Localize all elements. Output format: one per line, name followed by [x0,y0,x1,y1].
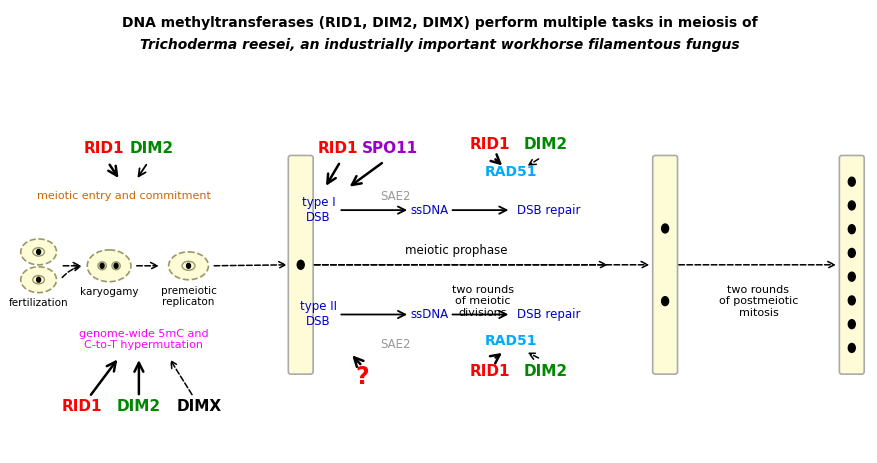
Text: type II
DSB: type II DSB [300,300,337,329]
FancyBboxPatch shape [652,156,678,374]
Text: RID1: RID1 [469,363,510,379]
Ellipse shape [114,263,118,268]
Ellipse shape [37,250,40,254]
Ellipse shape [168,252,209,280]
Text: RAD51: RAD51 [485,165,538,179]
Text: DSB repair: DSB repair [517,204,581,217]
Text: premeiotic
replicaton: premeiotic replicaton [160,286,217,307]
Text: DIM2: DIM2 [130,141,174,156]
Ellipse shape [21,239,56,265]
Text: meiotic entry and commitment: meiotic entry and commitment [37,191,211,201]
Text: genome-wide 5mC and
C-to-T hypermutation: genome-wide 5mC and C-to-T hypermutation [79,329,209,350]
Text: RID1: RID1 [84,141,125,156]
Ellipse shape [848,344,855,352]
Ellipse shape [848,296,855,305]
Ellipse shape [848,225,855,234]
Ellipse shape [848,272,855,281]
Text: meiotic prophase: meiotic prophase [405,244,508,257]
Text: DIMX: DIMX [177,400,222,414]
Text: DIM2: DIM2 [524,363,568,379]
Ellipse shape [661,224,668,233]
Text: type I
DSB: type I DSB [302,196,335,224]
Text: ?: ? [355,365,369,389]
Ellipse shape [848,319,855,329]
Ellipse shape [848,201,855,210]
Ellipse shape [100,263,104,268]
Ellipse shape [37,277,40,282]
Text: DNA methyltransferases (RID1, DIM2, DIMX) perform multiple tasks in meiosis of: DNA methyltransferases (RID1, DIM2, DIMX… [122,16,758,30]
Ellipse shape [21,267,56,293]
Text: SAE2: SAE2 [380,190,410,203]
Text: RID1: RID1 [317,141,358,156]
Text: DSB repair: DSB repair [517,308,581,321]
Text: ssDNA: ssDNA [410,308,449,321]
Ellipse shape [87,250,131,282]
Ellipse shape [187,263,190,268]
FancyBboxPatch shape [839,156,864,374]
Text: ssDNA: ssDNA [410,204,449,217]
Text: DIM2: DIM2 [117,400,161,414]
Ellipse shape [848,177,855,186]
Text: SPO11: SPO11 [362,141,418,156]
Text: DIM2: DIM2 [524,137,568,152]
Text: RID1: RID1 [62,400,103,414]
Text: RAD51: RAD51 [485,334,538,348]
Text: two rounds
of postmeiotic
mitosis: two rounds of postmeiotic mitosis [719,285,798,318]
Text: SAE2: SAE2 [380,338,410,351]
Text: karyogamy: karyogamy [80,287,139,297]
Ellipse shape [848,249,855,257]
FancyBboxPatch shape [289,156,313,374]
Text: two rounds
of meiotic
divisions: two rounds of meiotic divisions [452,285,514,318]
Text: RID1: RID1 [469,137,510,152]
Ellipse shape [661,297,668,306]
Text: fertilization: fertilization [9,298,68,307]
Text: Trichoderma reesei, an industrially important workhorse filamentous fungus: Trichoderma reesei, an industrially impo… [140,38,739,52]
Ellipse shape [297,260,304,269]
